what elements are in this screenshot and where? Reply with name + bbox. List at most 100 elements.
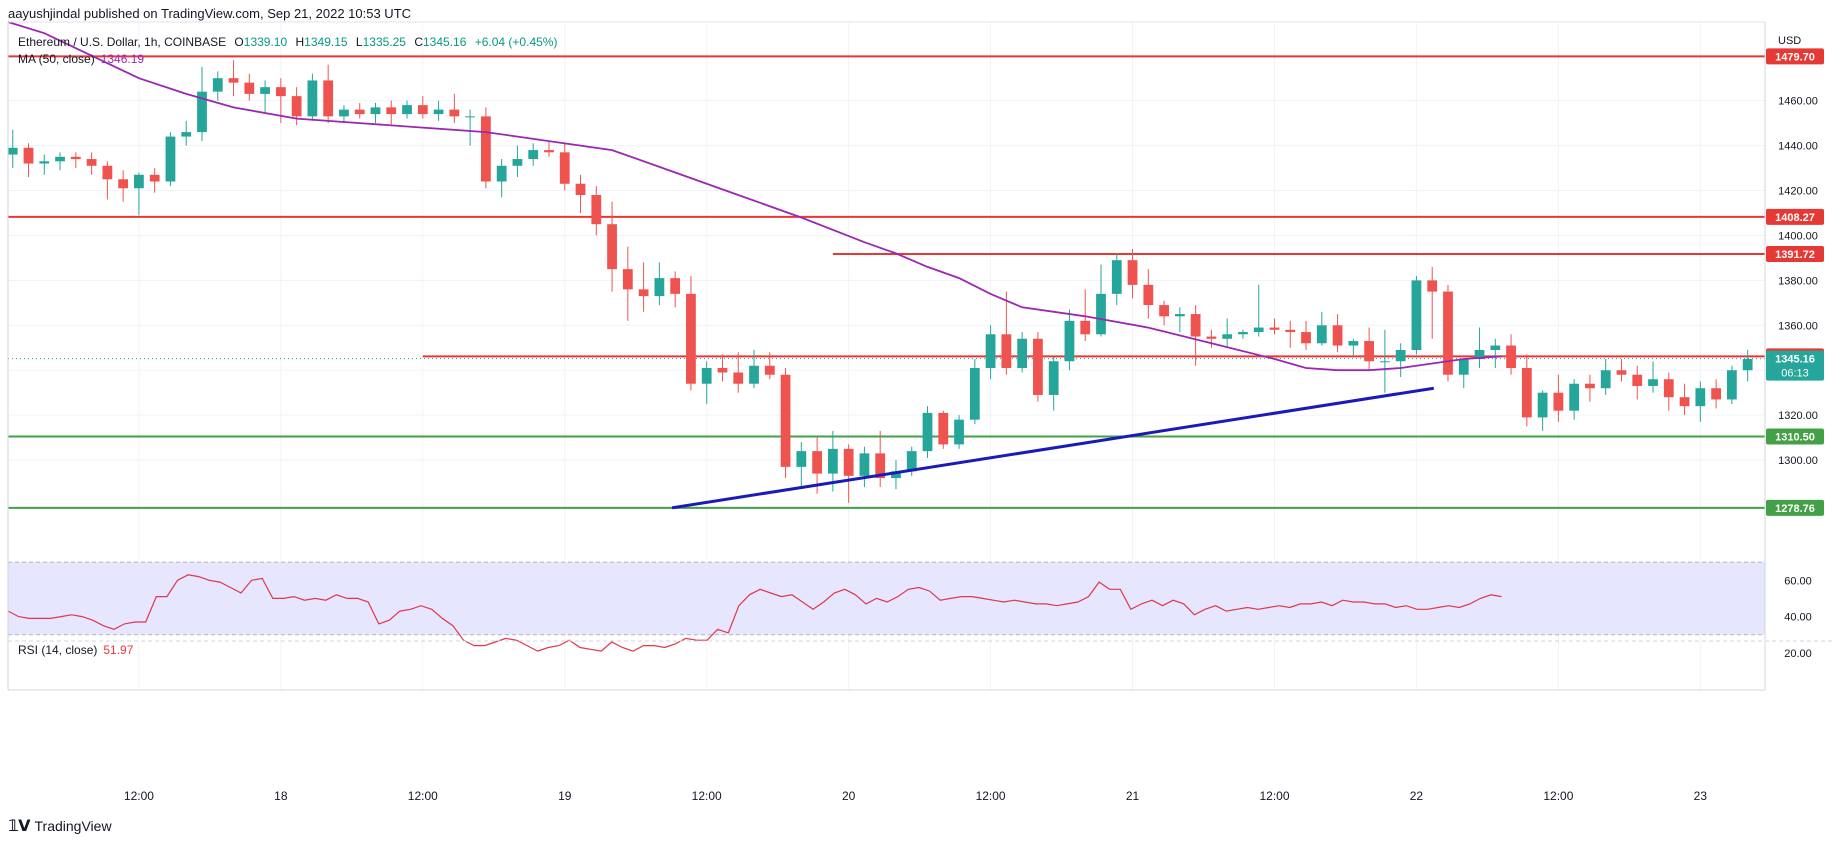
tradingview-footer[interactable]: 𝟙V TradingView — [8, 816, 112, 835]
candle[interactable] — [1380, 329, 1390, 393]
candle[interactable] — [1111, 253, 1122, 306]
ma-label[interactable]: MA (50, close) — [18, 52, 95, 66]
candle[interactable] — [102, 161, 113, 200]
candle[interactable] — [1585, 374, 1595, 402]
candle[interactable] — [1206, 329, 1217, 348]
candle[interactable] — [575, 174, 586, 213]
candle[interactable] — [1474, 327, 1485, 368]
candle[interactable] — [1537, 390, 1548, 431]
candle[interactable] — [701, 361, 712, 404]
candle[interactable] — [339, 105, 349, 124]
candle[interactable] — [86, 152, 97, 175]
candle[interactable] — [7, 129, 18, 169]
candle[interactable] — [559, 143, 570, 191]
candle[interactable] — [228, 60, 239, 97]
candle[interactable] — [465, 109, 476, 146]
ma-legend[interactable]: MA (50, close) 1346.19 — [18, 52, 144, 66]
candle[interactable] — [481, 107, 491, 189]
candle[interactable] — [118, 170, 129, 202]
candle[interactable] — [969, 359, 980, 425]
candle[interactable] — [1521, 354, 1532, 427]
candle[interactable] — [39, 154, 50, 175]
candle[interactable] — [1506, 334, 1516, 375]
candle[interactable] — [938, 410, 949, 449]
candle[interactable] — [1301, 320, 1311, 351]
candle[interactable] — [891, 460, 901, 490]
candle[interactable] — [1600, 359, 1611, 395]
candle[interactable] — [55, 152, 65, 171]
ascending-trendline[interactable] — [671, 386, 1435, 510]
candle[interactable] — [717, 354, 728, 382]
candle[interactable] — [922, 406, 933, 458]
candle[interactable] — [733, 352, 744, 393]
candle[interactable] — [1663, 372, 1674, 411]
candle[interactable] — [1269, 318, 1280, 335]
trendline-layer[interactable] — [671, 386, 1435, 510]
candle[interactable] — [244, 73, 255, 101]
candle[interactable] — [780, 367, 791, 479]
candle[interactable] — [165, 132, 176, 187]
candle[interactable] — [323, 64, 334, 124]
candle[interactable] — [544, 141, 554, 157]
candle[interactable] — [954, 415, 964, 449]
candle[interactable] — [1048, 356, 1059, 411]
candle[interactable] — [70, 152, 81, 169]
candle[interactable] — [859, 446, 870, 488]
candle[interactable] — [134, 172, 144, 216]
candle[interactable] — [149, 168, 160, 193]
candle[interactable] — [1190, 305, 1201, 366]
candle[interactable] — [1001, 291, 1012, 375]
candle[interactable] — [1679, 383, 1690, 416]
candle[interactable] — [1427, 266, 1438, 339]
candle[interactable] — [1143, 269, 1154, 319]
symbol-name[interactable]: Ethereum / U.S. Dollar, 1h, COINBASE — [18, 35, 227, 49]
candle[interactable] — [1174, 307, 1185, 333]
candle[interactable] — [875, 430, 886, 488]
candle[interactable] — [417, 96, 428, 119]
candle[interactable] — [181, 120, 192, 146]
candle[interactable] — [433, 100, 444, 121]
rsi-legend[interactable]: RSI (14, close) 51.97 — [18, 643, 133, 657]
candle[interactable] — [1648, 361, 1658, 393]
candle[interactable] — [1159, 300, 1169, 326]
candle[interactable] — [1711, 379, 1721, 409]
candle[interactable] — [1222, 318, 1233, 348]
candle[interactable] — [260, 80, 270, 112]
candle[interactable] — [197, 66, 207, 142]
candle[interactable] — [764, 352, 775, 380]
candle[interactable] — [1285, 320, 1296, 348]
candle[interactable] — [985, 325, 996, 380]
candle[interactable] — [1348, 338, 1359, 357]
candle[interactable] — [796, 442, 807, 488]
candle[interactable] — [686, 275, 696, 391]
rsi-label[interactable]: RSI (14, close) — [18, 643, 98, 657]
candle[interactable] — [1726, 365, 1737, 404]
rsi-pane[interactable]: 20.00 40.00 60.00 — [7, 561, 1812, 660]
symbol-legend[interactable]: Ethereum / U.S. Dollar, 1h, COINBASE O13… — [18, 35, 557, 49]
candle[interactable] — [1064, 309, 1075, 371]
candle[interactable] — [591, 186, 602, 236]
candle[interactable] — [843, 444, 854, 503]
candle[interactable] — [607, 201, 617, 292]
candle[interactable] — [670, 271, 681, 308]
candle[interactable] — [1033, 332, 1043, 402]
candle[interactable] — [1316, 311, 1327, 346]
candle[interactable] — [1238, 329, 1248, 339]
candle[interactable] — [1695, 381, 1706, 422]
candle[interactable] — [622, 246, 633, 321]
candle[interactable] — [212, 71, 223, 101]
candle[interactable] — [654, 262, 665, 306]
candle[interactable] — [307, 73, 318, 121]
candle[interactable] — [1490, 338, 1501, 368]
candle[interactable] — [1742, 350, 1753, 382]
rsi-line[interactable] — [7, 574, 1502, 652]
candle[interactable] — [1395, 343, 1406, 377]
candle[interactable] — [386, 100, 397, 126]
candle[interactable] — [402, 100, 412, 119]
candle[interactable] — [1443, 284, 1453, 382]
candle[interactable] — [354, 102, 365, 119]
candle[interactable] — [528, 143, 539, 166]
candle[interactable] — [1127, 248, 1138, 299]
candle[interactable] — [1096, 264, 1106, 337]
